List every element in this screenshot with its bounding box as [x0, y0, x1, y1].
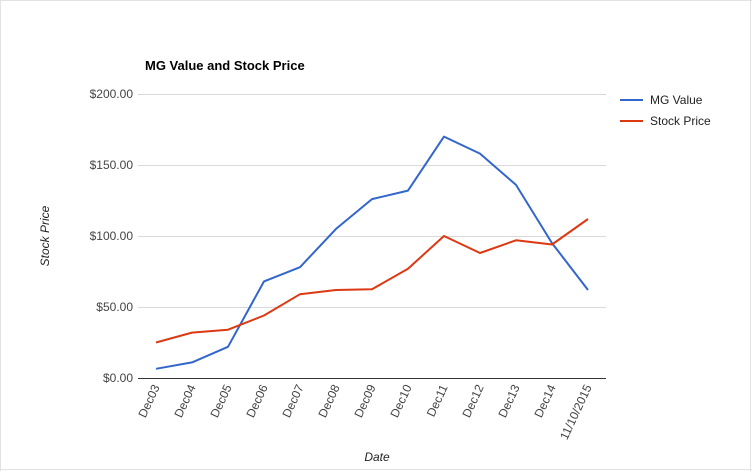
legend-label: MG Value: [650, 93, 703, 107]
x-axis-title: Date: [364, 450, 390, 464]
legend: MG Value Stock Price: [620, 93, 711, 128]
y-tick-label: $0.00: [103, 371, 133, 385]
legend-label: Stock Price: [650, 114, 711, 128]
x-tick-label: Dec08: [315, 382, 342, 420]
x-tick-label: Dec13: [495, 382, 522, 420]
x-tick-label: Dec06: [243, 382, 270, 420]
x-tick-label: 11/10/2015: [557, 382, 595, 442]
x-tick-label: Dec11: [424, 382, 451, 419]
x-tick-label: Dec03: [135, 382, 162, 420]
x-tick-label: Dec14: [531, 382, 558, 420]
y-tick-label: $100.00: [90, 229, 134, 243]
chart-title: MG Value and Stock Price: [145, 58, 305, 73]
y-axis-title: Stock Price: [38, 205, 52, 266]
x-axis-ticks: Dec03 Dec04 Dec05 Dec06 Dec07 Dec08 Dec09 Dec10…: [135, 382, 594, 442]
x-tick-label: Dec07: [279, 382, 306, 420]
y-axis-ticks: $0.00 $50.00 $100.00 $150.00 $200.00: [90, 87, 134, 385]
x-tick-label: Dec04: [171, 382, 198, 420]
series-line-mg-value: [155, 135, 589, 370]
y-tick-label: $200.00: [90, 87, 134, 101]
x-tick-label: Dec05: [207, 382, 234, 420]
x-tick-label: Dec10: [387, 382, 414, 420]
series-line-stock-price: [155, 218, 589, 344]
x-tick-label: Dec12: [459, 382, 486, 420]
gridlines: [138, 94, 606, 308]
series-lines: [155, 135, 589, 370]
y-tick-label: $50.00: [96, 300, 133, 314]
y-tick-label: $150.00: [90, 158, 134, 172]
x-tick-label: Dec09: [351, 382, 378, 420]
